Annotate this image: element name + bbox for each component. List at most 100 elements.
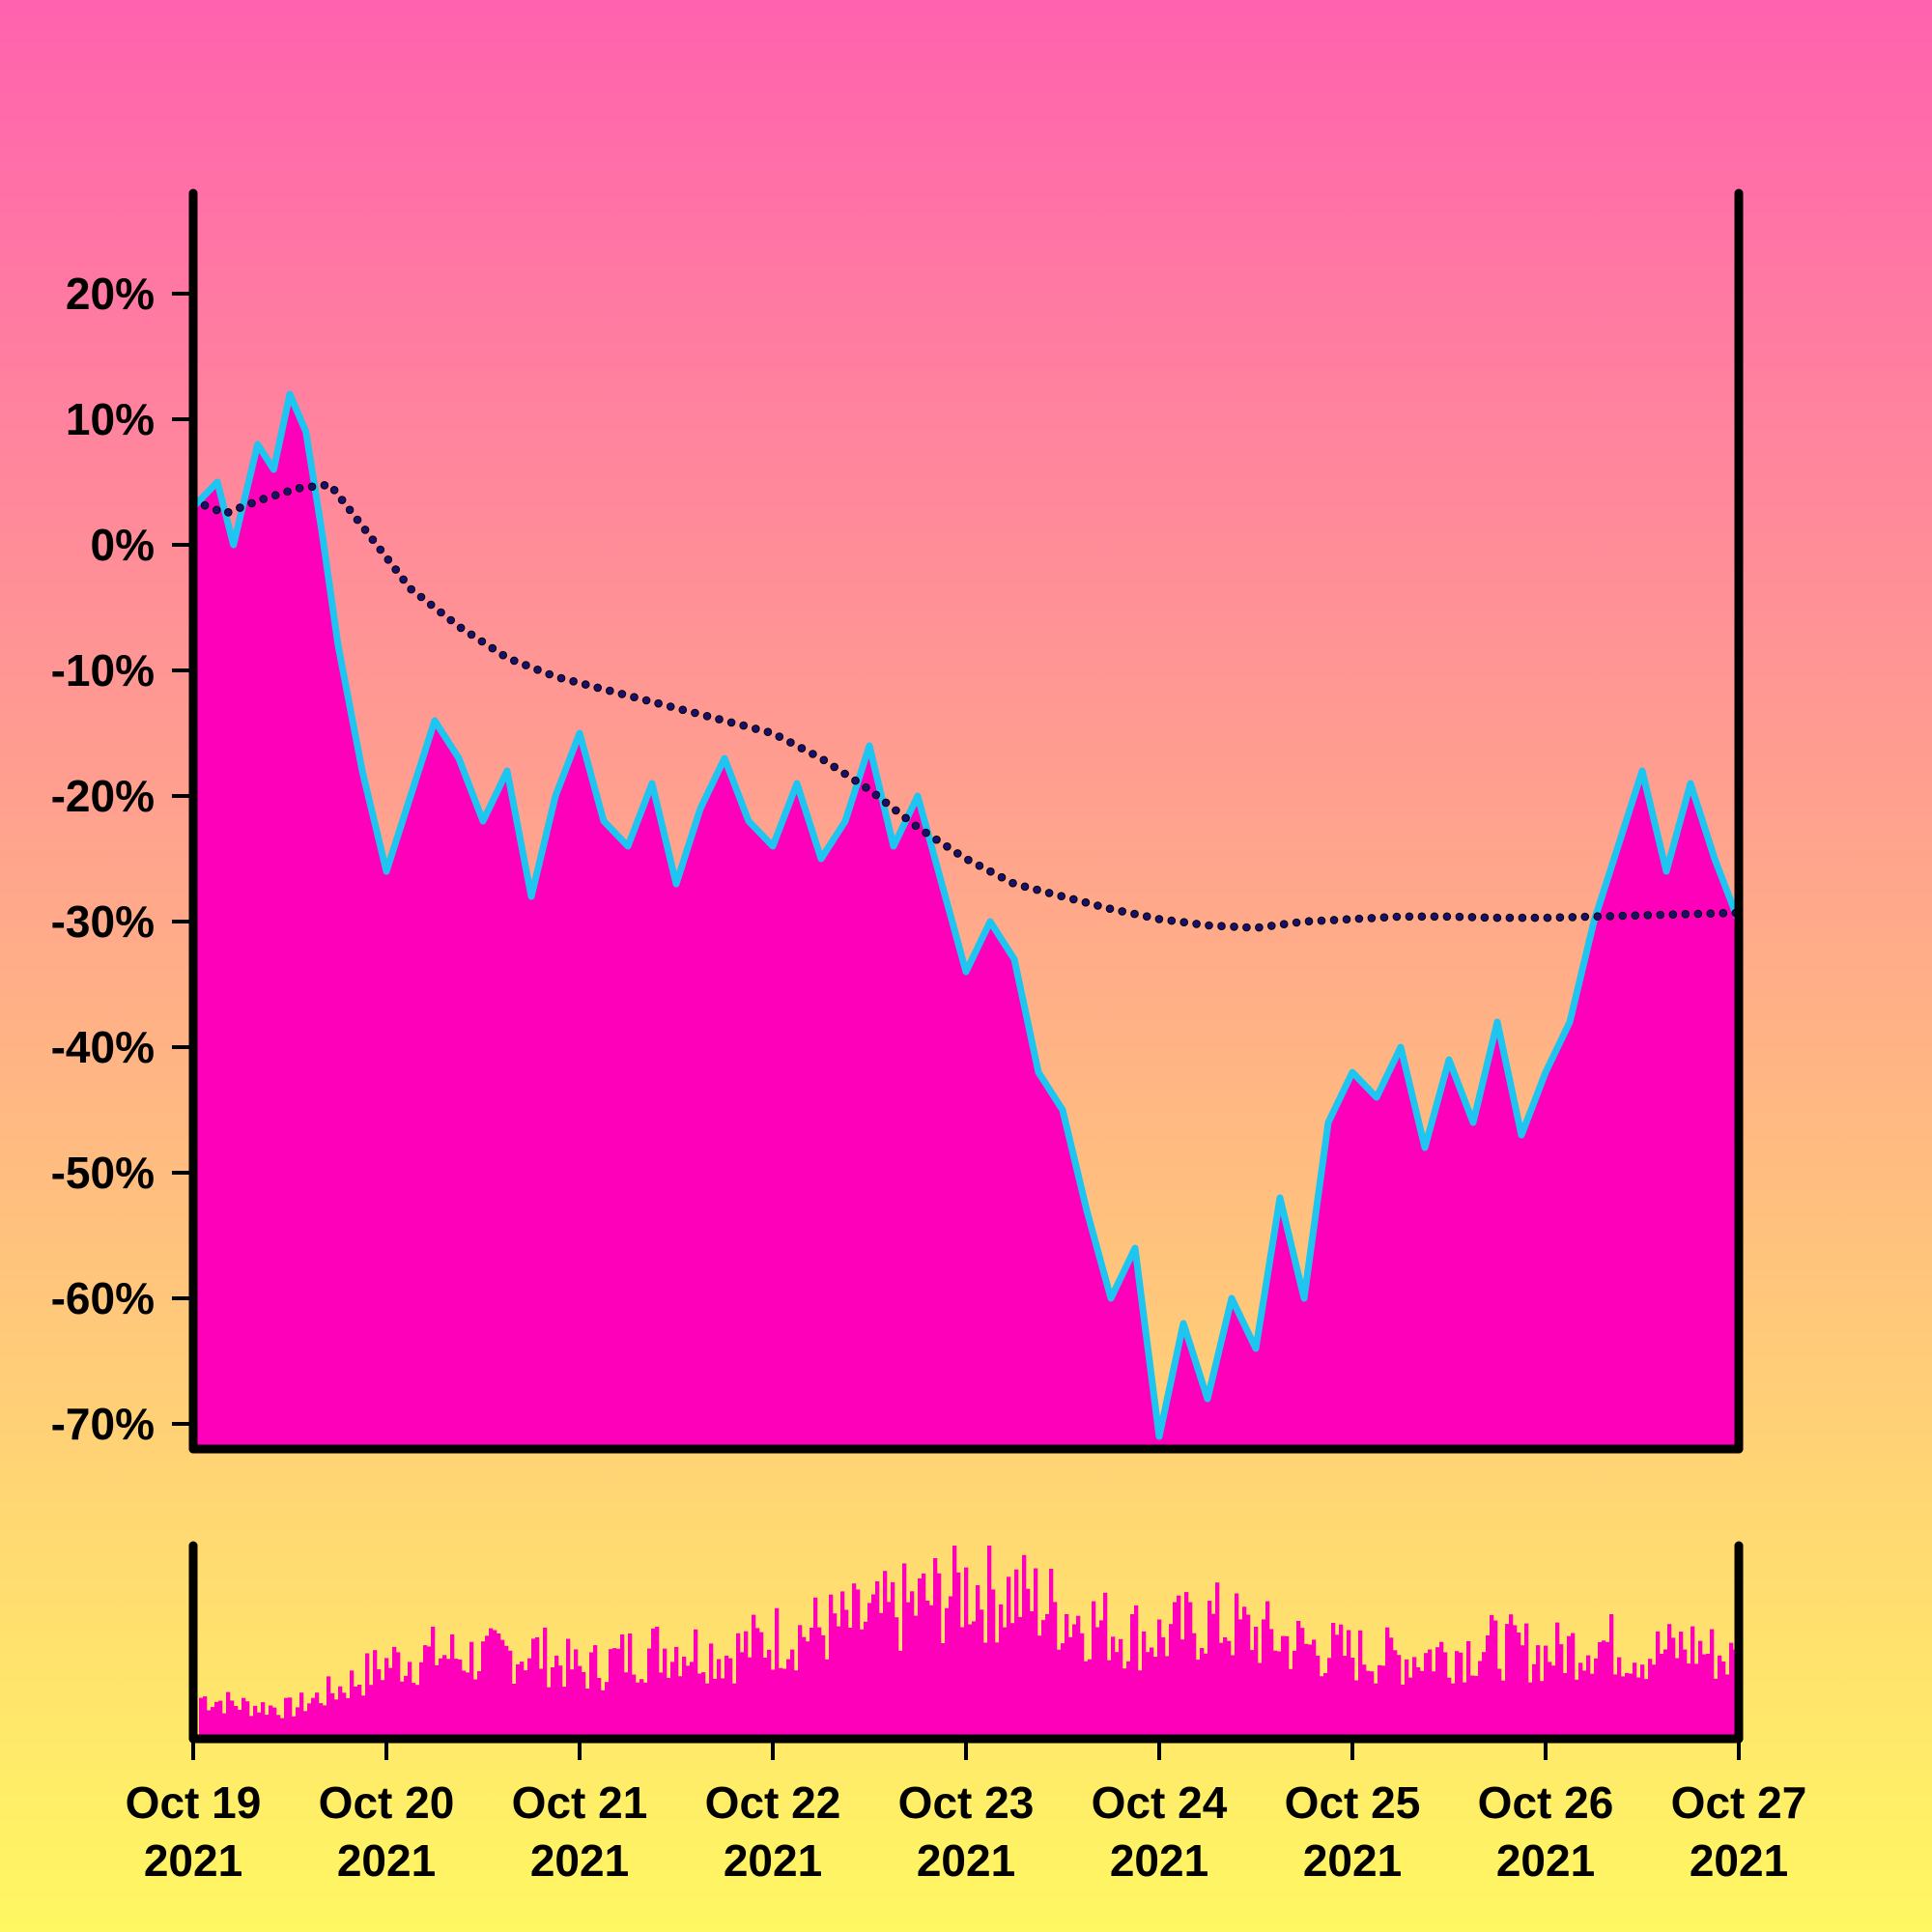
volume-bar [937, 1573, 942, 1739]
volume-bar [1586, 1655, 1591, 1739]
volume-bar [1265, 1601, 1270, 1739]
trend-dot [376, 545, 385, 554]
volume-bar [1536, 1645, 1541, 1739]
volume-bar [1694, 1663, 1699, 1739]
volume-bar [1289, 1668, 1293, 1739]
volume-bar [589, 1652, 594, 1739]
volume-bar [721, 1678, 725, 1739]
trend-dot [1033, 885, 1041, 895]
volume-bar [1215, 1582, 1220, 1739]
trend-dot [1417, 912, 1427, 922]
main-plot [188, 390, 1743, 1449]
volume-bar [400, 1681, 405, 1739]
volume-bar [1238, 1619, 1243, 1739]
volume-bar [1393, 1650, 1398, 1739]
volume-bar [388, 1667, 393, 1739]
volume-bar [500, 1639, 505, 1739]
volume-bar [1578, 1662, 1583, 1739]
volume-bar [771, 1669, 776, 1739]
trend-dot [1555, 913, 1565, 923]
volume-bar [1235, 1593, 1239, 1739]
volume-bar [701, 1672, 706, 1739]
trend-dot [360, 526, 370, 534]
volume-bar [218, 1700, 223, 1739]
volume-bar [840, 1591, 845, 1739]
volume-bar [1358, 1630, 1363, 1739]
trend-dot [1379, 913, 1389, 923]
trend-dot [1593, 912, 1603, 922]
volume-bar [369, 1685, 374, 1739]
volume-bar [1667, 1624, 1672, 1739]
trend-dot [1292, 918, 1301, 927]
volume-bar [1609, 1614, 1614, 1739]
volume-bar [242, 1697, 246, 1739]
trend-dot [446, 615, 456, 625]
x-tick-label-line2: 2021 [337, 1835, 436, 1886]
volume-bar [1551, 1665, 1556, 1739]
volume-bar [404, 1675, 409, 1739]
volume-bar [1381, 1665, 1386, 1739]
volume-bar [1184, 1592, 1189, 1739]
volume-bar [620, 1634, 625, 1739]
trend-dot [997, 872, 1007, 882]
volume-bar [497, 1634, 501, 1739]
volume-bar [1304, 1643, 1309, 1739]
volume-bar [1107, 1660, 1112, 1739]
volume-bar [1231, 1655, 1236, 1739]
volume-bar [1262, 1619, 1266, 1739]
volume-bar [558, 1665, 563, 1739]
volume-bar [968, 1624, 973, 1739]
volume-bar [531, 1638, 536, 1739]
x-tick-label: Oct 22 2021 [705, 1777, 841, 1886]
trend-dot [1405, 912, 1414, 922]
trend-dot [1367, 914, 1377, 923]
volume-bar [207, 1710, 212, 1739]
volume-bar [1617, 1657, 1622, 1739]
volume-bar [1633, 1662, 1637, 1739]
trend-dot [1656, 910, 1665, 920]
volume-bar [628, 1634, 633, 1739]
volume-bar [582, 1671, 586, 1739]
trend-dot [1230, 923, 1238, 931]
volume-bar [1092, 1601, 1096, 1739]
volume-bar [1273, 1650, 1278, 1739]
volume-bar [724, 1655, 729, 1739]
volume-bar [1061, 1643, 1065, 1739]
volume-bar [1687, 1663, 1691, 1739]
volume-bar [1528, 1682, 1533, 1739]
trend-dot [691, 708, 699, 718]
trend-dot [368, 535, 378, 545]
volume-bar [1049, 1569, 1054, 1739]
volume-bar [1366, 1670, 1371, 1739]
trend-dot [1430, 912, 1439, 922]
trend-dot [1205, 921, 1213, 930]
volume-bar [1594, 1658, 1599, 1739]
volume-bar [578, 1665, 582, 1739]
volume-bar [833, 1613, 838, 1739]
volume-bar [713, 1678, 718, 1739]
volume-bar [527, 1658, 532, 1739]
volume-bar [1177, 1595, 1181, 1739]
volume-bar [1563, 1673, 1568, 1739]
trend-dot [1706, 909, 1716, 919]
volume-bar [1416, 1667, 1421, 1739]
trend-dots [188, 481, 1741, 932]
volume-bar [303, 1711, 308, 1739]
volume-bar [1037, 1635, 1042, 1739]
trend-dot [426, 600, 436, 610]
volume-bar [1683, 1649, 1688, 1739]
volume-bar [1196, 1660, 1201, 1739]
y-axis-ticks: 20% 10% 0% -10% -20% -30% -40% -50% -60% -70% [51, 269, 193, 1449]
volume-bar [1018, 1616, 1023, 1739]
volume-bar [238, 1710, 242, 1739]
volume-bar [1598, 1641, 1603, 1739]
volume-bar [1300, 1628, 1305, 1739]
volume-bar [987, 1546, 992, 1739]
volume-bar [1412, 1657, 1417, 1739]
volume-bar [311, 1697, 316, 1739]
volume-bar [354, 1686, 358, 1739]
trend-dot [1631, 911, 1640, 921]
volume-bar [1134, 1605, 1139, 1739]
volume-bar [350, 1670, 355, 1739]
